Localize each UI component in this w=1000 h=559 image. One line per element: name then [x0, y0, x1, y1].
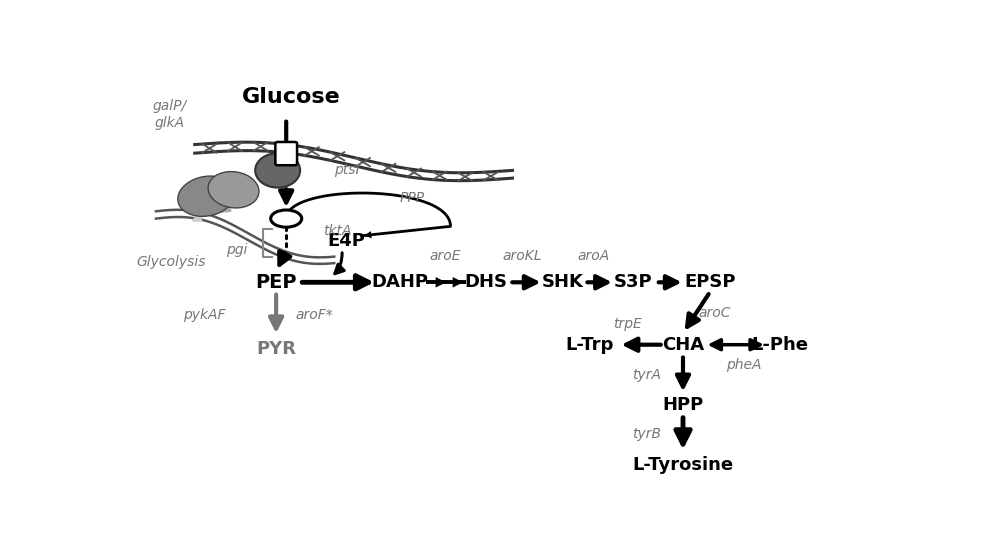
- Text: tyrB: tyrB: [632, 427, 661, 441]
- Text: CHA: CHA: [662, 336, 704, 354]
- Text: PEP: PEP: [255, 273, 297, 292]
- Text: trpE: trpE: [613, 316, 642, 330]
- Text: ptsI: ptsI: [334, 163, 360, 177]
- Text: aroKL: aroKL: [503, 249, 542, 263]
- Text: L-Trp: L-Trp: [566, 336, 614, 354]
- Text: tyrA: tyrA: [632, 368, 661, 382]
- Circle shape: [271, 210, 302, 227]
- Text: pgi: pgi: [226, 243, 247, 257]
- Text: pykAF: pykAF: [183, 309, 226, 323]
- Text: PYR: PYR: [256, 340, 296, 358]
- Text: pheA: pheA: [726, 358, 761, 372]
- Text: E4P: E4P: [327, 233, 365, 250]
- Text: L-Tyrosine: L-Tyrosine: [632, 456, 734, 474]
- Text: aroA: aroA: [578, 249, 610, 263]
- Text: Glycolysis: Glycolysis: [137, 255, 206, 269]
- Text: S3P: S3P: [613, 273, 652, 291]
- Text: Glucose: Glucose: [242, 87, 341, 107]
- Text: galP/
glkA: galP/ glkA: [153, 100, 187, 130]
- Ellipse shape: [208, 172, 259, 208]
- Text: tktA: tktA: [323, 224, 351, 238]
- Text: aroE: aroE: [429, 249, 461, 263]
- Text: HPP: HPP: [662, 396, 704, 414]
- Text: DAHP: DAHP: [372, 273, 429, 291]
- Text: aroC: aroC: [698, 306, 731, 320]
- Text: DHS: DHS: [464, 273, 507, 291]
- Ellipse shape: [178, 176, 235, 216]
- Text: SHK: SHK: [542, 273, 584, 291]
- Ellipse shape: [255, 153, 300, 188]
- FancyBboxPatch shape: [275, 142, 297, 165]
- Text: L-Phe: L-Phe: [751, 336, 808, 354]
- Text: aroF*: aroF*: [296, 309, 333, 323]
- Text: EPSP: EPSP: [684, 273, 736, 291]
- Text: PPP: PPP: [399, 191, 424, 205]
